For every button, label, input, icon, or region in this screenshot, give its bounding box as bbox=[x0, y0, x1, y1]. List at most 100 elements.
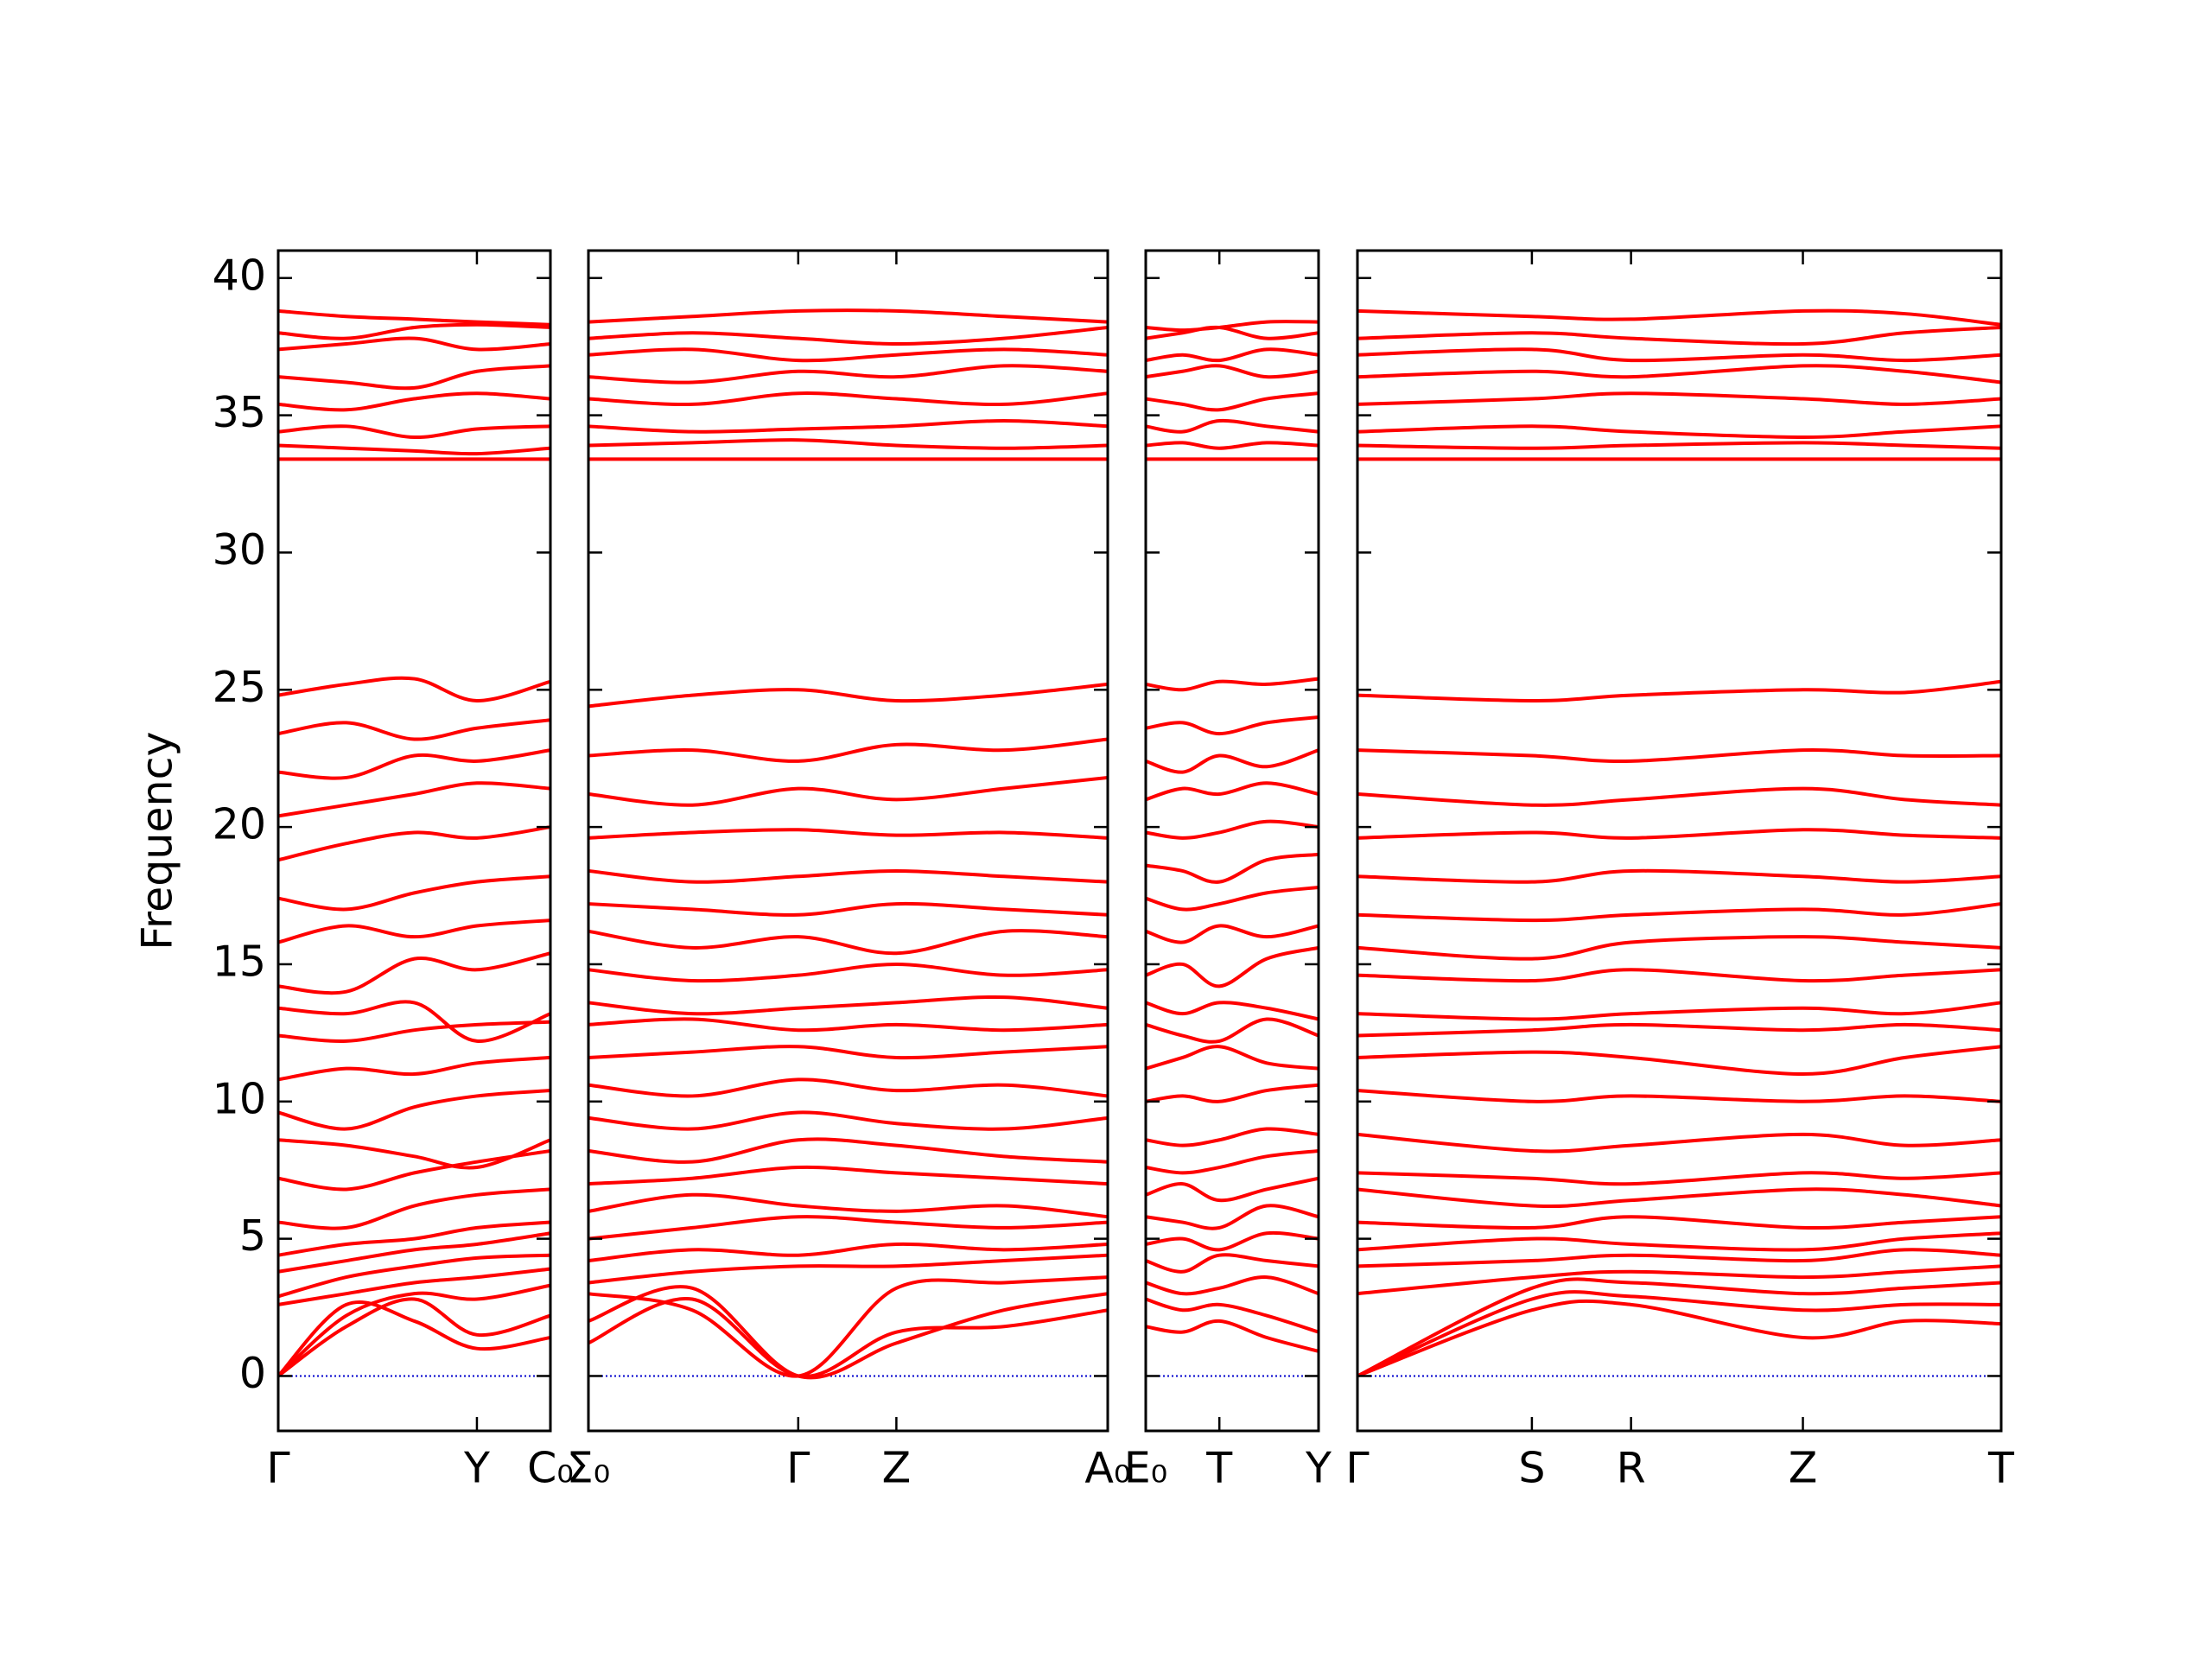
band-line bbox=[277, 718, 551, 741]
x-tick-label: T bbox=[1205, 1444, 1233, 1493]
band-line bbox=[277, 781, 551, 818]
band-line bbox=[277, 1267, 551, 1306]
band-line bbox=[1145, 1253, 1319, 1274]
band-line bbox=[1357, 1248, 2002, 1268]
band-line bbox=[588, 1137, 1109, 1164]
y-tick-label: 40 bbox=[213, 251, 266, 300]
band-line bbox=[277, 1253, 551, 1299]
band-line bbox=[588, 929, 1109, 956]
band-line bbox=[1145, 1176, 1319, 1203]
band-line bbox=[588, 1242, 1109, 1263]
band-line bbox=[1357, 1231, 2002, 1252]
band-line bbox=[1357, 786, 2002, 807]
band-line bbox=[1145, 781, 1319, 802]
band-line bbox=[1145, 418, 1319, 434]
band-line bbox=[1357, 1171, 2002, 1186]
band-line bbox=[1357, 1187, 2002, 1208]
band-line bbox=[588, 325, 1109, 346]
band-line bbox=[1145, 1319, 1319, 1353]
x-tick-label: Γ bbox=[266, 1444, 290, 1493]
band-line bbox=[1145, 677, 1319, 692]
band-line bbox=[1145, 748, 1319, 774]
band-line bbox=[588, 1215, 1109, 1241]
band-line bbox=[1145, 1275, 1319, 1296]
band-line bbox=[1357, 1022, 2002, 1038]
band-line bbox=[588, 1253, 1109, 1285]
band-line bbox=[1357, 391, 2002, 406]
band-line bbox=[1145, 715, 1319, 736]
band-line bbox=[1357, 748, 2002, 764]
band-line bbox=[1357, 828, 2002, 840]
band-line bbox=[277, 825, 551, 862]
band-line bbox=[1145, 1045, 1319, 1071]
band-line bbox=[1145, 886, 1319, 912]
band-line bbox=[588, 682, 1109, 709]
band-line bbox=[1357, 1001, 2002, 1021]
band-line bbox=[277, 1000, 551, 1043]
x-tick-label: E₀ bbox=[1124, 1444, 1168, 1493]
band-line bbox=[277, 1089, 551, 1131]
x-tick-label: Y bbox=[1305, 1444, 1332, 1493]
band-line bbox=[1145, 391, 1319, 412]
band-line bbox=[588, 418, 1109, 434]
band-line bbox=[1145, 1148, 1319, 1175]
band-line bbox=[1357, 1045, 2002, 1077]
band-line bbox=[277, 308, 551, 327]
band-line bbox=[276, 1300, 551, 1377]
band-line bbox=[1357, 935, 2002, 961]
band-line bbox=[1357, 441, 2002, 450]
band-line bbox=[588, 962, 1109, 983]
band-line bbox=[1357, 1299, 2002, 1378]
band-line bbox=[1145, 441, 1319, 450]
band-line bbox=[277, 443, 551, 456]
x-tick-label: C₀ bbox=[527, 1444, 574, 1493]
y-axis-label: Frequency bbox=[133, 731, 182, 950]
band-line bbox=[588, 347, 1109, 363]
x-tick-label: Σ₀ bbox=[567, 1444, 611, 1493]
band-line bbox=[588, 901, 1109, 917]
band-line bbox=[1145, 1001, 1319, 1021]
band-line bbox=[1357, 308, 2002, 327]
band-line bbox=[588, 1077, 1109, 1098]
band-line bbox=[588, 1165, 1109, 1186]
band-line bbox=[588, 308, 1109, 324]
band-line bbox=[277, 918, 551, 944]
band-line bbox=[277, 391, 551, 412]
band-line bbox=[277, 1055, 551, 1082]
band-line bbox=[588, 1110, 1109, 1131]
band-line bbox=[1357, 968, 2002, 983]
band-line bbox=[1357, 1089, 2002, 1103]
band-line bbox=[1145, 320, 1319, 333]
band-line bbox=[1357, 424, 2002, 440]
band-line bbox=[1145, 364, 1319, 379]
band-line bbox=[1145, 347, 1319, 363]
panel-frame bbox=[587, 249, 1109, 1433]
band-line bbox=[1357, 868, 2002, 884]
band-line bbox=[588, 775, 1109, 807]
band-line bbox=[1357, 364, 2002, 385]
band-line bbox=[1145, 1204, 1319, 1230]
panel-frame bbox=[1356, 249, 2003, 1433]
band-line bbox=[588, 1275, 1109, 1378]
band-line bbox=[277, 1148, 551, 1192]
y-tick-label: 15 bbox=[213, 937, 266, 986]
band-line bbox=[277, 1187, 551, 1230]
band-line bbox=[588, 1285, 1109, 1380]
band-line bbox=[588, 828, 1109, 840]
band-line bbox=[588, 364, 1109, 385]
band-line bbox=[277, 336, 551, 352]
band-line bbox=[277, 1220, 551, 1257]
band-line bbox=[277, 364, 551, 391]
band-line bbox=[1145, 945, 1319, 988]
band-line bbox=[277, 322, 551, 340]
x-tick-label: Y bbox=[463, 1444, 491, 1493]
band-line bbox=[1357, 679, 2002, 702]
x-tick-label: T bbox=[1987, 1444, 2015, 1493]
band-line bbox=[1357, 1264, 2002, 1296]
band-line bbox=[1145, 852, 1319, 884]
band-line bbox=[1145, 1127, 1319, 1147]
y-tick-label: 10 bbox=[213, 1074, 266, 1123]
band-line bbox=[588, 1017, 1109, 1033]
band-line bbox=[588, 1045, 1109, 1060]
